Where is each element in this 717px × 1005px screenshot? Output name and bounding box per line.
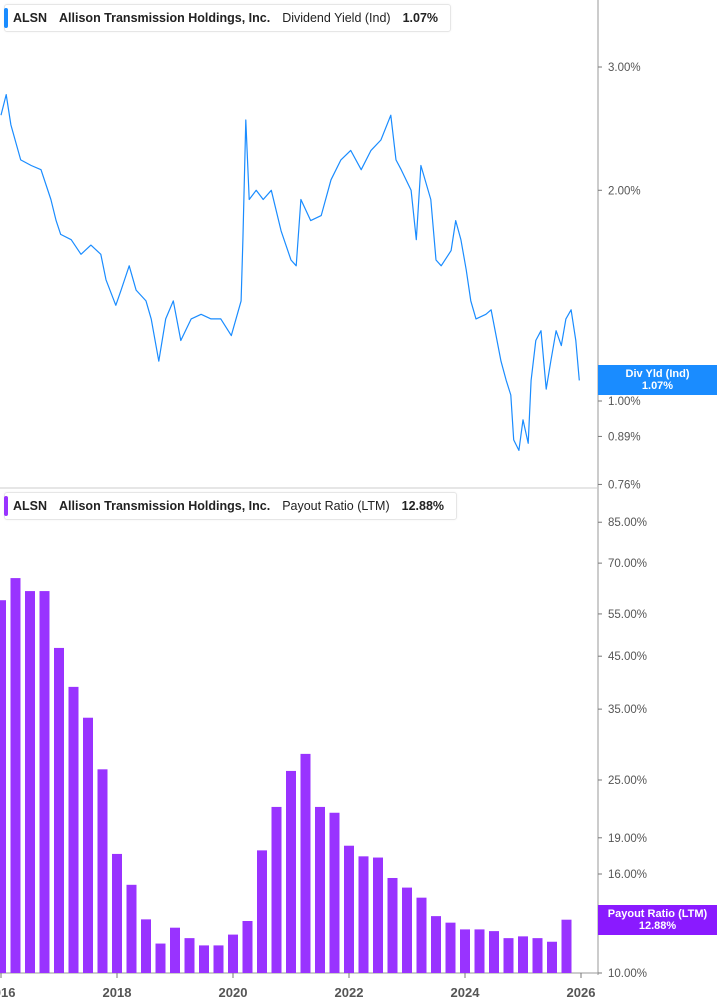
x-tick-label: 2018 [103, 985, 132, 1000]
payout-ratio-bar [518, 936, 528, 973]
y-tick-label: 25.00% [608, 775, 647, 787]
marker-value: 1.07% [641, 380, 674, 392]
payout-ratio-bar [25, 591, 35, 973]
x-tick-label: 2020 [219, 985, 248, 1000]
payout-ratio-bar [155, 943, 166, 973]
payout-ratio-bar [68, 686, 79, 973]
y-tick-label: 85.00% [608, 517, 647, 529]
payout-ratio-bar [300, 753, 311, 973]
legend-company: Allison Transmission Holdings, Inc. [59, 11, 271, 25]
marker-value: 12.88% [638, 920, 677, 932]
payout-ratio-bar [184, 938, 195, 973]
y-tick-label: 70.00% [608, 558, 647, 570]
payout-ratio-bar [257, 850, 267, 973]
legend-company: Allison Transmission Holdings, Inc. [59, 499, 271, 513]
legend-value: 12.88% [401, 499, 445, 513]
payout-ratio-bar [0, 600, 6, 973]
payout-ratio-bar [54, 647, 64, 973]
y-tick-label: 19.00% [608, 833, 647, 845]
y-tick-label: 35.00% [608, 704, 647, 716]
y-tick-label: 1.00% [608, 396, 641, 408]
marker-label: Div Yld (Ind) [625, 368, 690, 380]
payout-ratio-bar [460, 929, 470, 973]
payout-ratio-bar [532, 938, 543, 973]
payout-ratio-bar [344, 845, 354, 973]
payout-ratio-marker: Payout Ratio (LTM) 12.88% [598, 905, 717, 935]
payout-ratio-bar [141, 919, 151, 973]
payout-ratio-bar [387, 877, 398, 973]
payout-ratio-bar [271, 806, 282, 973]
payout-ratio-bar [445, 922, 456, 973]
payout-ratio-bar [97, 769, 108, 973]
payout-ratio-bar [561, 919, 572, 973]
x-tick-label: 2026 [567, 985, 596, 1000]
legend-color-swatch [4, 496, 8, 516]
legend-ticker: ALSN [13, 11, 48, 25]
y-tick-label: 45.00% [608, 651, 647, 663]
payout-ratio-bar [213, 945, 224, 973]
payout-ratio-bar [286, 770, 296, 973]
legend-metric: Payout Ratio (LTM) [282, 499, 390, 513]
legend-value: 1.07% [402, 11, 439, 25]
y-tick-label: 0.76% [608, 479, 641, 491]
y-tick-label: 2.00% [608, 185, 641, 197]
payout-ratio-bar [547, 941, 557, 973]
x-tick-label: 2016 [0, 985, 15, 1000]
y-tick-label: 3.00% [608, 62, 641, 74]
payout-ratio-bar [242, 921, 253, 973]
y-tick-label: 16.00% [608, 869, 647, 881]
payout-ratio-bar [112, 853, 122, 973]
payout-ratio-bar [503, 938, 514, 973]
payout-ratio-bar [402, 887, 412, 973]
bottom-legend: ALSN Allison Transmission Holdings, Inc.… [4, 492, 458, 520]
payout-ratio-bar [39, 591, 50, 973]
payout-ratio-bar [416, 897, 427, 973]
legend-metric: Dividend Yield (Ind) [282, 11, 391, 25]
x-tick-label: 2022 [335, 985, 364, 1000]
top-legend: ALSN Allison Transmission Holdings, Inc.… [4, 4, 452, 32]
div-yield-marker: Div Yld (Ind) 1.07% [598, 365, 717, 395]
payout-ratio-bar [474, 929, 485, 973]
payout-ratio-bar [373, 857, 383, 973]
x-tick-label: 2024 [451, 985, 481, 1000]
payout-ratio-bar [199, 945, 209, 973]
payout-ratio-bar [489, 931, 499, 973]
marker-label: Payout Ratio (LTM) [607, 908, 708, 920]
payout-ratio-bar [358, 856, 369, 973]
y-tick-label: 0.89% [608, 431, 641, 443]
y-tick-label: 10.00% [608, 968, 647, 980]
payout-ratio-bar [315, 806, 325, 973]
payout-ratio-bar [126, 884, 137, 973]
payout-ratio-bar [431, 916, 441, 973]
y-tick-label: 55.00% [608, 609, 647, 621]
payout-ratio-bar [228, 934, 238, 973]
dividend-yield-line [0, 94, 580, 451]
legend-color-swatch [4, 8, 8, 28]
legend-ticker: ALSN [13, 499, 48, 513]
payout-ratio-bar [10, 578, 21, 973]
payout-ratio-bar [329, 812, 340, 973]
payout-ratio-bar [170, 927, 180, 973]
payout-ratio-bar [83, 717, 93, 973]
